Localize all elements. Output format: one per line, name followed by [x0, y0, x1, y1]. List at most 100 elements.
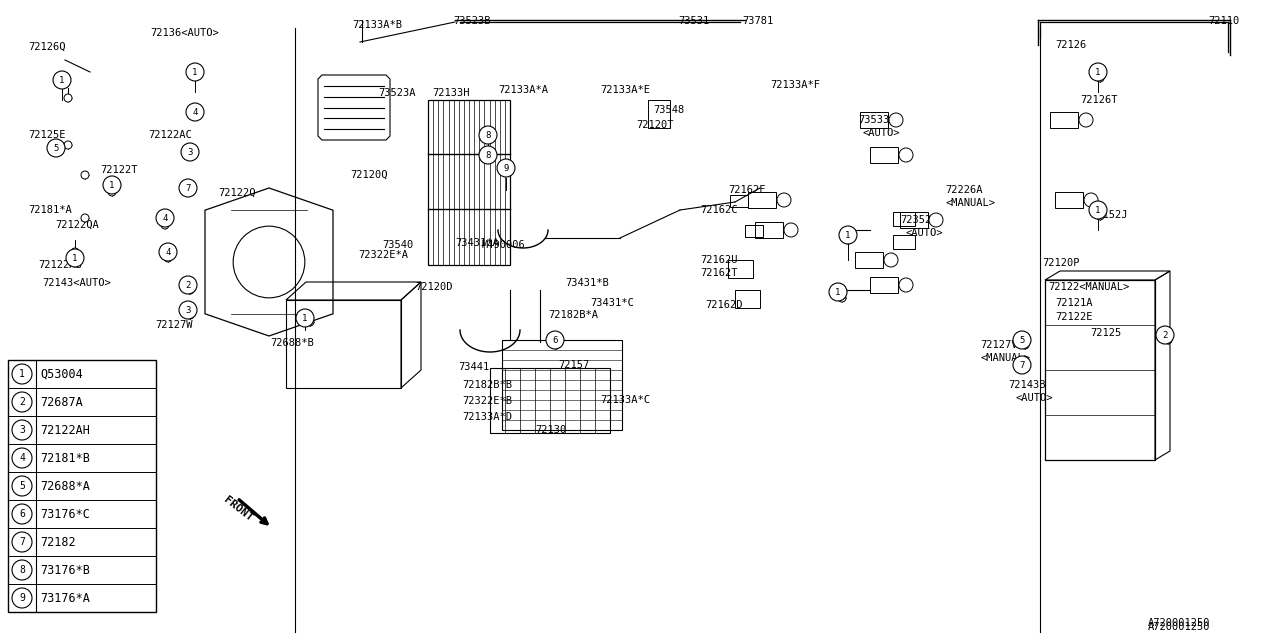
Text: 2: 2 [19, 397, 24, 407]
Text: 1: 1 [192, 67, 197, 77]
Text: 3: 3 [186, 305, 191, 314]
Circle shape [1079, 113, 1093, 127]
Text: 72688*B: 72688*B [270, 338, 314, 348]
Text: 72122E: 72122E [1055, 312, 1093, 322]
Circle shape [12, 448, 32, 468]
Text: 5: 5 [54, 143, 59, 152]
Circle shape [929, 213, 943, 227]
Text: 1: 1 [845, 230, 851, 239]
Text: 72688*A: 72688*A [40, 479, 90, 493]
Bar [1050, 112, 1078, 128]
Text: <MANUAL>: <MANUAL> [980, 353, 1030, 363]
Bar [870, 277, 899, 293]
Text: 7: 7 [1019, 360, 1025, 369]
Bar [428, 100, 509, 265]
Circle shape [838, 226, 858, 244]
Text: 72352: 72352 [900, 215, 932, 225]
Circle shape [1096, 74, 1103, 82]
Circle shape [159, 243, 177, 261]
Circle shape [156, 209, 174, 227]
Bar [730, 195, 748, 207]
Circle shape [890, 113, 902, 127]
Text: 72322E*A: 72322E*A [358, 250, 408, 260]
Circle shape [12, 504, 32, 524]
Bar [648, 100, 669, 128]
Circle shape [829, 283, 847, 301]
Circle shape [899, 278, 913, 292]
Text: 72127W: 72127W [155, 320, 192, 330]
Text: 72110: 72110 [1208, 16, 1239, 26]
Text: 73176*B: 73176*B [40, 563, 90, 577]
Bar [748, 192, 776, 208]
Circle shape [479, 146, 497, 164]
Text: 73523B: 73523B [453, 16, 490, 26]
Text: 72120P: 72120P [1042, 258, 1079, 268]
Text: <AUTO>: <AUTO> [1015, 393, 1052, 403]
Text: 73176*C: 73176*C [40, 508, 90, 520]
Circle shape [844, 236, 852, 244]
Text: 72133A*D: 72133A*D [462, 412, 512, 422]
Text: 72181*A: 72181*A [28, 205, 72, 215]
Text: 72162D: 72162D [705, 300, 742, 310]
Text: 4: 4 [163, 214, 168, 223]
Circle shape [552, 341, 561, 349]
Circle shape [479, 126, 497, 144]
Bar [870, 147, 899, 163]
Bar [1044, 280, 1155, 460]
Text: 72162C: 72162C [700, 205, 737, 215]
Text: 72122AC: 72122AC [148, 130, 192, 140]
Bar [728, 260, 753, 278]
Bar [1055, 192, 1083, 208]
Circle shape [70, 248, 79, 256]
Circle shape [186, 103, 204, 121]
Circle shape [12, 560, 32, 580]
Text: 72226A: 72226A [945, 185, 983, 195]
Bar [502, 340, 622, 430]
Circle shape [838, 294, 846, 302]
Text: 72182B*A: 72182B*A [548, 310, 598, 320]
Text: 72133A*E: 72133A*E [600, 85, 650, 95]
Text: 72143<AUTO>: 72143<AUTO> [42, 278, 111, 288]
Circle shape [81, 214, 90, 222]
Text: 2: 2 [1162, 330, 1167, 339]
Text: A720001250: A720001250 [1148, 618, 1211, 628]
Circle shape [179, 301, 197, 319]
Text: 72121A: 72121A [1055, 298, 1093, 308]
Text: 72120T: 72120T [636, 120, 673, 130]
Text: 3: 3 [187, 147, 193, 157]
Circle shape [1021, 341, 1029, 349]
Text: 72152J: 72152J [1091, 210, 1128, 220]
Text: 72126: 72126 [1055, 40, 1087, 50]
Circle shape [12, 364, 32, 384]
Circle shape [1089, 63, 1107, 81]
Text: FRONT: FRONT [221, 495, 255, 524]
Circle shape [164, 254, 172, 262]
Text: 5: 5 [1019, 335, 1025, 344]
Text: 73431*B: 73431*B [564, 278, 609, 288]
Text: 73431*C: 73431*C [590, 298, 634, 308]
Text: 7: 7 [186, 184, 191, 193]
Text: 72322E*B: 72322E*B [462, 396, 512, 406]
Text: 72125E: 72125E [28, 130, 65, 140]
Circle shape [497, 159, 515, 177]
Text: 6: 6 [19, 509, 24, 519]
Circle shape [161, 221, 169, 229]
Circle shape [899, 148, 913, 162]
Circle shape [186, 286, 195, 294]
Circle shape [1012, 331, 1030, 349]
Circle shape [102, 176, 122, 194]
Text: 72182: 72182 [40, 536, 76, 548]
Text: 73781: 73781 [742, 16, 773, 26]
Text: 72162F: 72162F [728, 185, 765, 195]
Text: 72122<MANUAL>: 72122<MANUAL> [1048, 282, 1129, 292]
Circle shape [1096, 212, 1103, 220]
Circle shape [1084, 193, 1098, 207]
Text: 1: 1 [302, 314, 307, 323]
Text: 8: 8 [485, 150, 490, 159]
Circle shape [108, 188, 116, 196]
Bar [893, 235, 915, 249]
Text: 72182B*B: 72182B*B [462, 380, 512, 390]
Bar [855, 252, 883, 268]
Text: 4: 4 [165, 248, 170, 257]
Circle shape [1156, 326, 1174, 344]
